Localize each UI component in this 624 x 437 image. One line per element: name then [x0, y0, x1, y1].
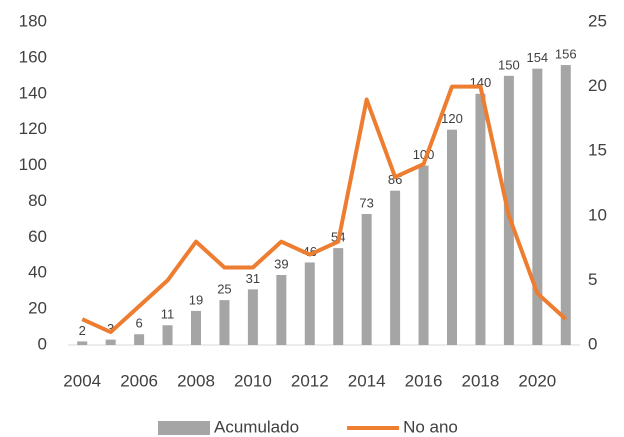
legend-label: Acumulado — [214, 417, 299, 436]
bar — [304, 262, 315, 345]
data-label: 156 — [555, 47, 577, 62]
bar — [191, 310, 201, 345]
data-label: 25 — [217, 282, 231, 297]
data-label: 73 — [359, 195, 373, 210]
y-tick-label: 180 — [19, 11, 47, 30]
x-tick-label: 2006 — [120, 371, 158, 390]
bar — [134, 334, 145, 345]
y-tick-label: 0 — [38, 334, 47, 353]
y-tick-label: 60 — [28, 227, 47, 246]
bar — [105, 339, 116, 345]
bar — [77, 341, 88, 345]
bar — [247, 289, 258, 345]
line — [81, 84, 568, 335]
bar — [276, 275, 287, 345]
y2-tick-label: 20 — [588, 76, 607, 95]
bar — [390, 190, 401, 345]
y2-tick-label: 25 — [588, 11, 607, 30]
y-tick-label: 100 — [19, 155, 47, 174]
data-label: 19 — [189, 292, 203, 307]
bar — [532, 68, 543, 346]
x-tick-label: 2020 — [518, 371, 556, 390]
x-tick-label: 2014 — [348, 371, 386, 390]
data-label: 154 — [526, 50, 548, 65]
data-label: 39 — [274, 256, 288, 271]
data-label: 2 — [79, 323, 86, 338]
bar — [162, 325, 173, 345]
y-tick-label: 20 — [28, 299, 47, 318]
x-tick-label: 2004 — [63, 371, 101, 390]
x-tick-label: 2018 — [462, 371, 500, 390]
x-tick-label: 2012 — [291, 371, 329, 390]
legend-swatch — [158, 421, 210, 435]
data-label: 120 — [441, 111, 463, 126]
legend-label: No ano — [403, 417, 458, 436]
bar — [418, 165, 429, 345]
y-tick-label: 120 — [19, 119, 47, 138]
y2-tick-label: 5 — [588, 270, 597, 289]
data-label: 11 — [161, 307, 175, 322]
data-label: 6 — [135, 316, 142, 331]
y2-tick-label: 15 — [588, 141, 607, 160]
y2-tick-label: 0 — [588, 334, 597, 353]
y-tick-label: 140 — [19, 83, 47, 102]
y2-tick-label: 10 — [588, 205, 607, 224]
y-tick-label: 40 — [28, 263, 47, 282]
bar — [361, 214, 372, 345]
x-tick-label: 2010 — [234, 371, 272, 390]
data-label: 31 — [246, 271, 260, 286]
bar — [219, 300, 230, 345]
data-label: 3 — [107, 321, 114, 336]
bar — [560, 65, 571, 346]
data-label: 46 — [303, 244, 317, 259]
bar — [447, 129, 457, 345]
x-tick-label: 2008 — [177, 371, 215, 390]
y-tick-label: 160 — [19, 47, 47, 66]
y-tick-label: 80 — [28, 191, 47, 210]
bar — [475, 93, 486, 346]
bar — [333, 248, 344, 345]
x-tick-label: 2016 — [405, 371, 443, 390]
data-label: 150 — [498, 57, 520, 72]
